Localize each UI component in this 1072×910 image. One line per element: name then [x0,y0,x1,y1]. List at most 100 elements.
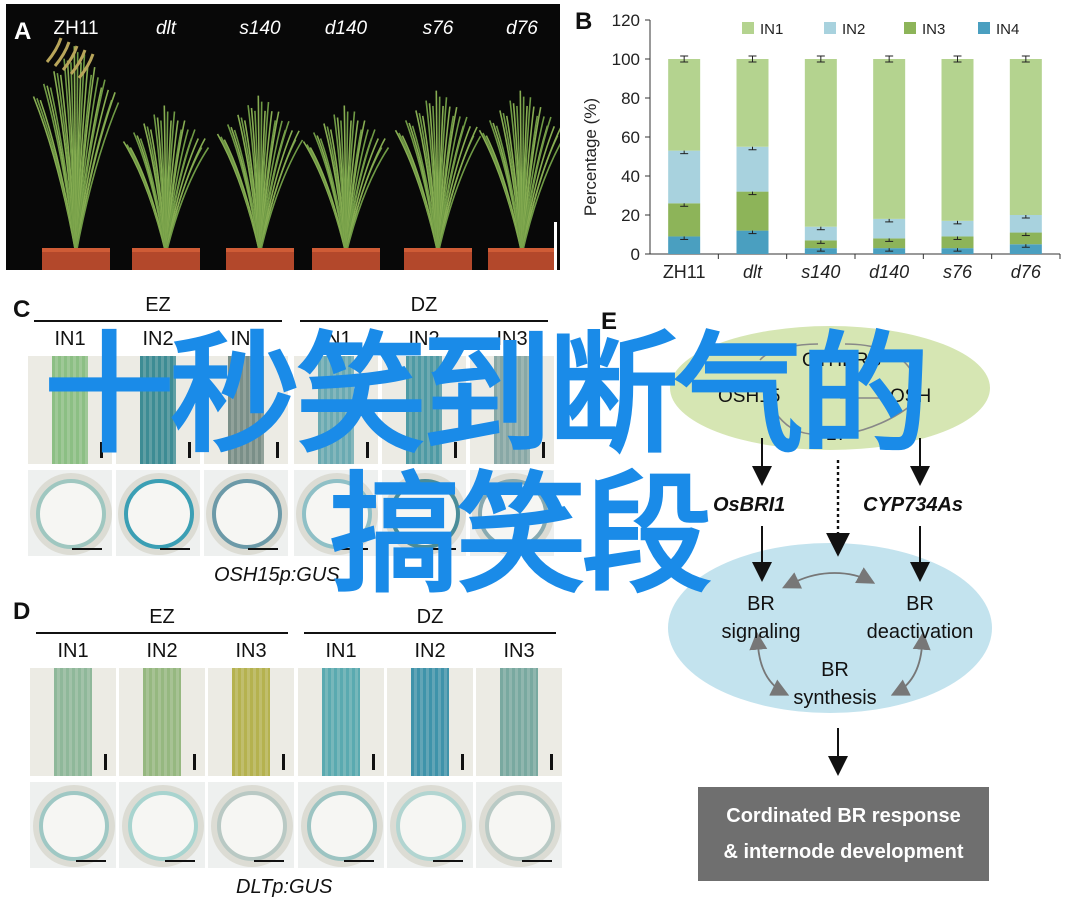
legend-entry: IN4 [996,21,1019,38]
cultivar-label: d76 [506,18,538,39]
cross-section [470,470,554,556]
panel-caption: DLTp:GUS [236,876,333,898]
y-tick-label: 40 [621,167,640,186]
cyp734as-gene: CYP734As [863,494,964,516]
bar-segment-in2 [941,220,974,237]
cross-section [116,470,200,556]
y-tick-label: 60 [621,128,640,147]
scale-bar [454,442,457,458]
cross-section [298,782,384,868]
internode-label: IN1 [54,328,86,350]
osh15-node: OSH15 [718,386,781,407]
stem-ring [39,791,109,861]
longitudinal-section [28,356,112,464]
scale-bar [104,754,107,770]
internode-label: IN2 [146,640,178,662]
cross-section [204,470,288,556]
stem-ring [390,479,460,549]
bar-segment-in1 [1009,59,1042,215]
bar-segment-in1 [941,59,974,221]
bar-segment-in1 [736,59,769,147]
chart-bars [668,55,1042,254]
cross-section [294,470,378,556]
stem-ring [128,791,198,861]
longitudinal-section [382,356,466,464]
stem-ring [485,791,555,861]
osbri1-gene: OsBRI1 [713,494,786,516]
br-synthesis-node: BR synthesis [793,659,877,709]
group-bracket [304,632,556,634]
bar-segment-in4 [668,236,701,254]
cross-section [208,782,294,868]
panel-a-label: A [14,18,32,45]
scale-bar [282,754,285,770]
legend-entry: IN3 [922,21,945,38]
internode-label: IN1 [57,640,89,662]
cultivar-label: ZH11 [53,18,99,39]
gus-stain [143,668,181,776]
group-bracket [300,320,548,322]
br-deactivation-node: BR deactivation [866,593,974,643]
scale-bar [76,860,106,862]
scale-bar [514,548,544,550]
gus-stain [227,356,265,464]
scale-bar [188,442,191,458]
bar-segment-in2 [736,146,769,192]
cross-section [28,470,112,556]
cross-section [476,782,562,868]
panel-caption: OSH15p:GUS [214,564,340,586]
bar-segment-in1 [873,59,906,219]
rice-plant [216,95,304,254]
scale-bar [193,754,196,770]
scale-bar [426,548,456,550]
overlay-headline-2: 搞笑段 [330,459,712,611]
cultivar-label: d140 [324,18,368,39]
stacked-bar-chart: 0 20 40 60 80 100 120 Percentage (%) ZH11 dlt s140… [581,11,1061,282]
group-bracket [36,632,288,634]
result-box: Cordinated BR response & internode devel… [698,787,989,881]
cross-section [382,470,466,556]
scale-bar [100,442,103,458]
pot [488,248,556,270]
br-signaling-node: BR signaling [721,593,801,643]
rice-plant [478,90,560,254]
stem-ring [307,791,377,861]
bar-segment-in3 [668,203,701,237]
pot [132,248,200,270]
x-tick-label: dlt [743,262,763,282]
longitudinal-section [470,356,554,464]
bar-segment-in1 [668,59,701,151]
panel-c-label: C [13,296,31,323]
gus-stain [139,356,177,464]
legend-swatch [978,22,990,34]
cultivar-label: dlt [155,18,177,39]
longitudinal-section [298,668,384,776]
pot [404,248,472,270]
cross-section [119,782,205,868]
panel-b-label: B [575,8,593,35]
scale-bar [372,754,375,770]
bar-segment-in1 [804,59,837,227]
bar-segment-in3 [1009,232,1042,245]
bar-segment-in2 [804,226,837,241]
bar-segment-in3 [736,191,769,231]
osh-node: OSH [890,386,932,407]
group-label: EZ [149,606,175,628]
panel-a-plant-photo: ZH11 dlt s140 d140 s76 d76 [6,4,560,270]
bar-segment-in4 [736,230,769,254]
scale-bar [344,860,374,862]
internode-label: IN1 [320,328,352,350]
legend-entry: IN2 [842,21,865,38]
bar-segment-in2 [1009,215,1042,233]
y-axis-label: Percentage (%) [581,98,600,216]
x-tick-label: d140 [869,262,909,282]
scale-bar [542,442,545,458]
y-tick-label: 20 [621,206,640,225]
scale-bar [248,548,278,550]
legend-entry: IN1 [760,21,783,38]
cultivar-label: s140 [239,18,281,39]
stem-ring [212,479,282,549]
rice-plant [302,105,390,254]
bar-segment-in3 [873,238,906,249]
internode-label: IN3 [496,328,528,350]
